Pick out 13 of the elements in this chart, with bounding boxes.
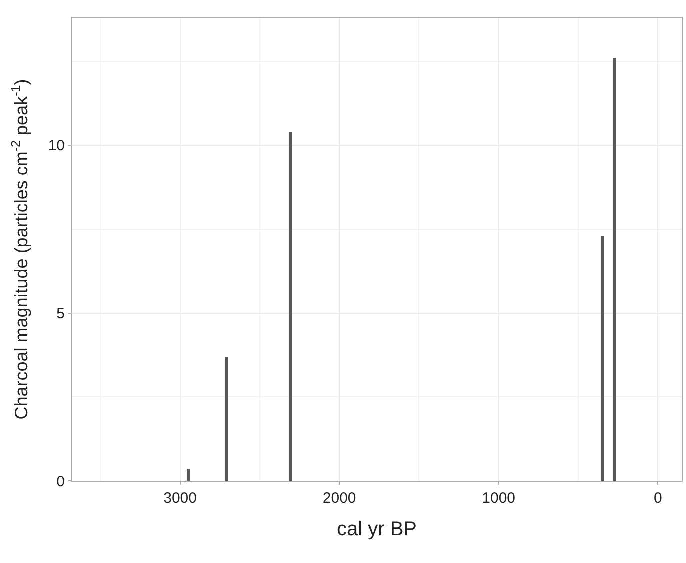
- x-tick-label: 2000: [322, 490, 356, 507]
- x-tick-label: 3000: [164, 490, 197, 507]
- x-tick-label: 0: [654, 490, 662, 507]
- x-tick-label: 1000: [482, 490, 516, 507]
- y-tick-label: 10: [48, 138, 65, 155]
- y-tick-label: 0: [56, 473, 65, 490]
- bar: [225, 357, 228, 481]
- bar: [601, 236, 604, 481]
- bar: [613, 58, 616, 481]
- bar: [289, 132, 292, 481]
- bar: [187, 469, 190, 481]
- y-tick-label: 5: [56, 306, 65, 322]
- x-axis-title: cal yr BP: [336, 518, 418, 540]
